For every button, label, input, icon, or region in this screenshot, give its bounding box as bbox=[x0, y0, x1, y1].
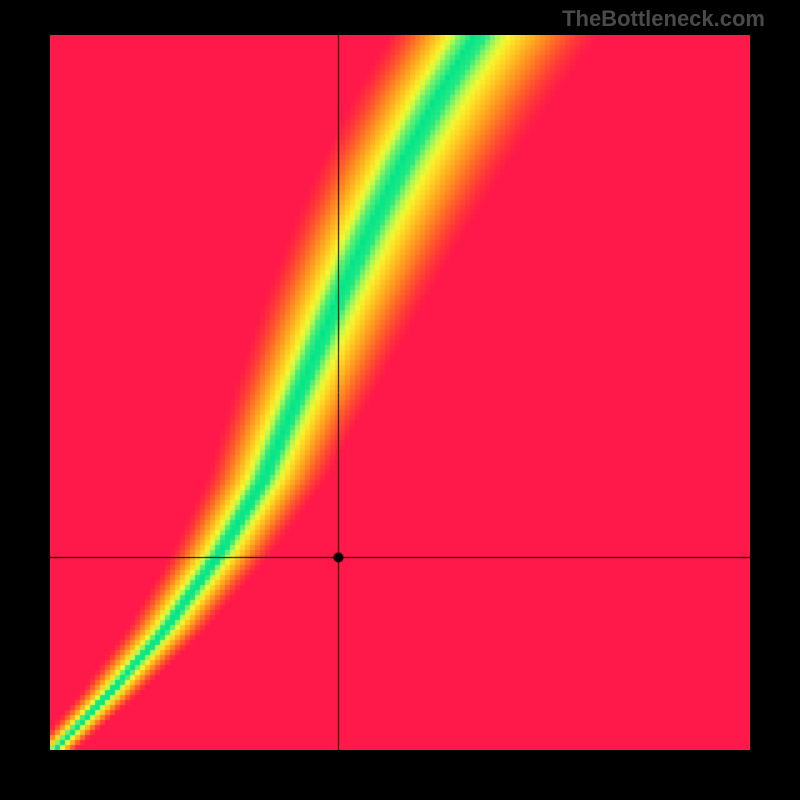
chart-container: { "watermark": "TheBottleneck.com", "hea… bbox=[0, 0, 800, 800]
watermark-text: TheBottleneck.com bbox=[562, 6, 765, 32]
bottleneck-heatmap bbox=[50, 35, 750, 750]
